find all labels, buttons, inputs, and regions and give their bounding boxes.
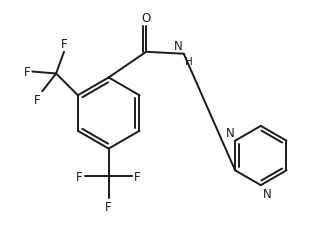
Text: F: F (76, 170, 83, 183)
Text: N: N (263, 187, 272, 200)
Text: F: F (61, 38, 67, 51)
Text: F: F (24, 66, 30, 79)
Text: H: H (185, 56, 193, 67)
Text: F: F (105, 200, 112, 213)
Text: F: F (34, 94, 40, 107)
Text: F: F (134, 170, 141, 183)
Text: N: N (225, 126, 234, 139)
Text: N: N (174, 40, 183, 52)
Text: O: O (141, 12, 151, 25)
